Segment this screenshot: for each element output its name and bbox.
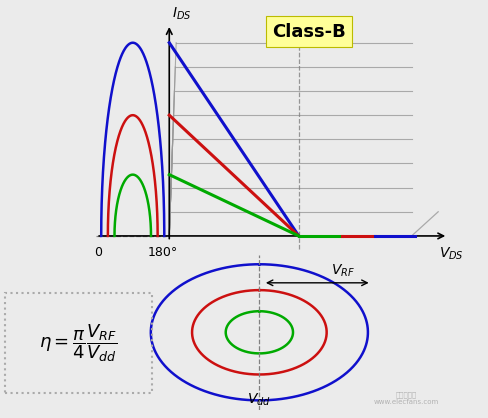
Text: $V_{DS}$: $V_{DS}$ [438, 245, 463, 262]
Text: 180°: 180° [148, 246, 178, 259]
Text: $\eta = \dfrac{\pi}{4} \dfrac{V_{RF}}{V_{dd}}$: $\eta = \dfrac{\pi}{4} \dfrac{V_{RF}}{V_… [39, 322, 117, 364]
Text: $V_{dd}$: $V_{dd}$ [247, 392, 271, 408]
Text: 电子发烧友
www.elecfans.com: 电子发烧友 www.elecfans.com [372, 392, 438, 405]
Text: 0: 0 [94, 246, 102, 259]
Text: $V_{RF}$: $V_{RF}$ [330, 262, 354, 279]
Text: Class-B: Class-B [271, 23, 345, 41]
Text: $I_{DS}$: $I_{DS}$ [172, 6, 191, 22]
